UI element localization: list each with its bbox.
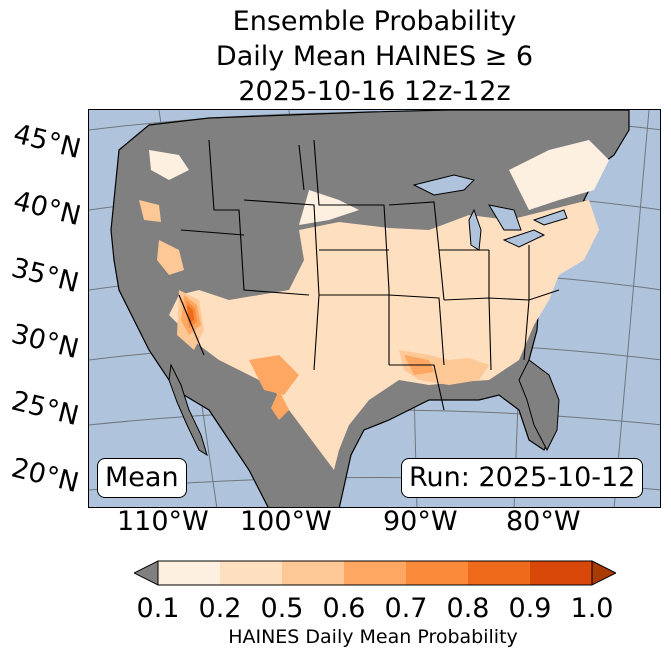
lat-label-45: 45°N	[10, 118, 84, 166]
great-lakes	[412, 174, 568, 251]
colorbar-over-arrow	[591, 560, 616, 586]
colorbar-under-arrow	[134, 560, 159, 586]
colorbar-title: HAINES Daily Mean Probability	[228, 626, 518, 648]
stat-label: Mean	[97, 458, 187, 498]
lon-label-80: 80°W	[506, 506, 581, 537]
colorbar-tick-1: 0.2	[198, 593, 242, 624]
title-line-2: Daily Mean HAINES ≥ 6	[215, 41, 534, 72]
lon-label-100: 100°W	[240, 506, 332, 537]
colorbar-tick-4: 0.7	[384, 593, 428, 624]
colorbar-cells	[158, 561, 592, 585]
colorbar-tick-3: 0.6	[322, 593, 366, 624]
colorbar-frame	[157, 560, 593, 586]
map-panel	[88, 109, 661, 508]
map-canvas	[89, 110, 660, 507]
colorbar-cell	[158, 561, 220, 585]
colorbar-cell	[282, 561, 344, 585]
lat-label-35: 35°N	[8, 252, 82, 300]
colorbar-cell	[530, 561, 592, 585]
lat-label-25: 25°N	[8, 385, 82, 433]
run-label: Run: 2025-10-12	[401, 458, 644, 498]
lon-label-90: 90°W	[383, 506, 458, 537]
colorbar-cell	[468, 561, 530, 585]
lat-label-40: 40°N	[10, 185, 84, 233]
colorbar-cell	[344, 561, 406, 585]
state-boundaries	[178, 139, 560, 411]
lat-label-20: 20°N	[8, 452, 82, 500]
colorbar-tick-5: 0.8	[446, 593, 490, 624]
map-title: Ensemble Probability Daily Mean HAINES ≥…	[88, 4, 661, 109]
colorbar-cell	[220, 561, 282, 585]
title-line-3: 2025-10-16 12z-12z	[238, 76, 511, 107]
colorbar-tick-7: 1.0	[570, 593, 614, 624]
colorbar-cell	[406, 561, 468, 585]
colorbar-tick-0: 0.1	[136, 593, 180, 624]
lat-label-30: 30°N	[8, 318, 82, 366]
baja-california	[168, 363, 208, 457]
colorbar-tick-6: 0.9	[508, 593, 552, 624]
title-line-1: Ensemble Probability	[232, 6, 517, 37]
colorbar-tick-2: 0.5	[260, 593, 304, 624]
florida	[518, 359, 560, 452]
lon-label-110: 110°W	[117, 506, 209, 537]
colorbar	[134, 560, 616, 586]
